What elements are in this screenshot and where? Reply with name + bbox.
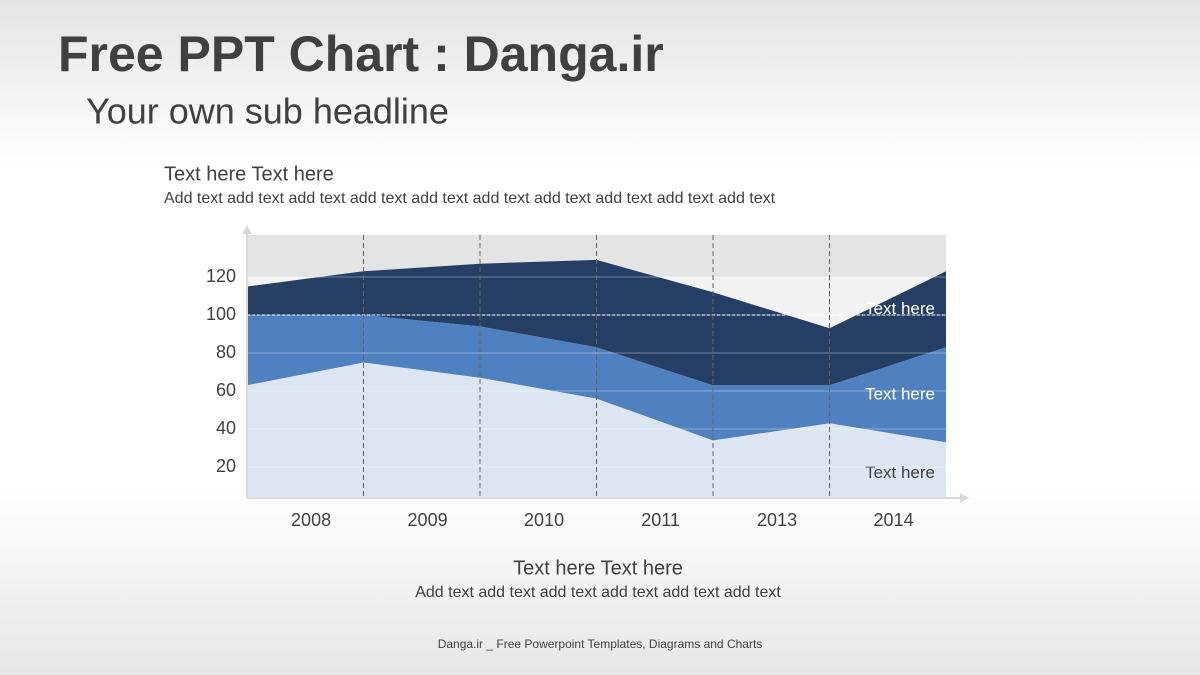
- x-tick-label: 2013: [757, 510, 797, 530]
- caption-text: Add text add text add text add text add …: [415, 584, 781, 601]
- series-label: Text here: [865, 463, 935, 482]
- area: [247, 259, 946, 386]
- y-tick-label: 20: [216, 456, 236, 476]
- caption-title: Text here Text here: [513, 557, 683, 579]
- x-tick-label: 2011: [641, 510, 680, 530]
- footer: Danga.ir _ Free Powerpoint Templates, Di…: [438, 637, 763, 651]
- chart: Text here Text here Text here 20 40 60 80 100 12…: [206, 225, 969, 530]
- y-tick-label: 40: [216, 418, 236, 438]
- y-axis-arrow: [242, 225, 252, 234]
- title: Free PPT Chart : Danga.ir: [58, 26, 664, 82]
- chart-subtitle: Add text add text add text add text add …: [164, 190, 776, 207]
- series-label: Text here: [865, 299, 935, 318]
- x-tick-label: 2014: [874, 510, 914, 530]
- x-axis-arrow: [960, 493, 969, 503]
- y-tick-label: 60: [216, 380, 236, 400]
- series-label: Text here: [865, 384, 935, 403]
- chart-title: Text here Text here: [164, 163, 334, 185]
- area: [247, 315, 946, 443]
- y-tick-label: 100: [206, 304, 236, 324]
- x-tick-label: 2008: [291, 510, 331, 530]
- y-tick-label: 80: [216, 342, 236, 362]
- y-tick-label: 120: [206, 266, 236, 286]
- x-tick-label: 2010: [524, 510, 564, 530]
- x-tick-label: 2009: [408, 510, 448, 530]
- subtitle: Your own sub headline: [86, 91, 449, 132]
